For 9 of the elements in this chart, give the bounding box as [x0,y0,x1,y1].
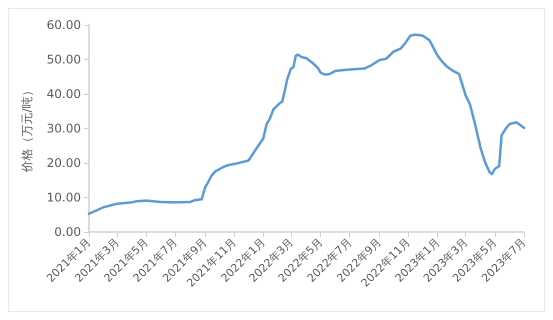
y-tick-label: 60.00 [46,18,81,32]
y-axis-title: 价格（万元/吨） [20,84,34,174]
line-series [88,33,526,215]
y-tick-label: 20.00 [46,156,81,170]
y-tick-label: 30.00 [46,122,81,136]
y-tick-label: 0.00 [54,225,81,239]
y-tick-label: 50.00 [46,52,81,66]
y-tick-label: 10.00 [46,190,81,204]
y-tick-label: 40.00 [46,87,81,101]
